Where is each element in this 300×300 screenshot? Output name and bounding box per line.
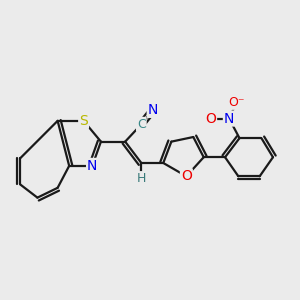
Text: N: N xyxy=(87,159,98,173)
Text: O: O xyxy=(205,112,216,125)
Text: C: C xyxy=(137,118,146,131)
Text: H: H xyxy=(137,172,146,185)
Text: N: N xyxy=(224,112,234,125)
Text: S: S xyxy=(79,114,88,128)
Text: O⁻: O⁻ xyxy=(228,96,245,109)
Text: O: O xyxy=(181,169,192,183)
Text: N: N xyxy=(148,103,158,117)
